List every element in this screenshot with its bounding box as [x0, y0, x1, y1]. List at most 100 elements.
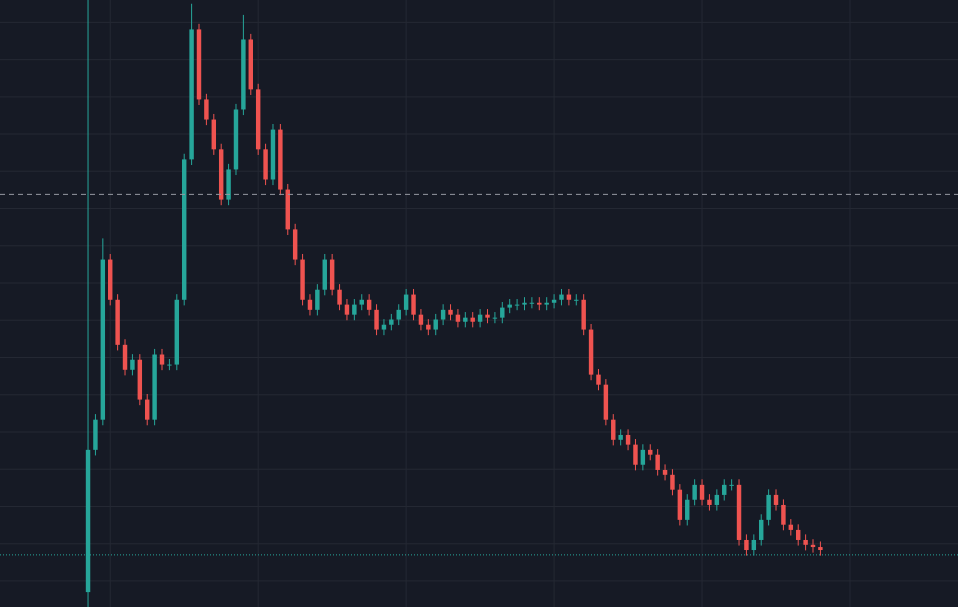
candle-body	[359, 299, 364, 305]
candle-body	[403, 294, 409, 310]
candle-body	[507, 304, 512, 308]
candle-body	[655, 454, 660, 470]
candle-body	[100, 259, 106, 420]
candle-body	[574, 299, 579, 301]
candle-body	[485, 314, 490, 318]
candle-body	[181, 159, 187, 300]
candle-body	[707, 499, 712, 505]
candle-body	[270, 129, 276, 180]
candle-body	[248, 39, 254, 90]
candle-body	[189, 29, 194, 160]
candle-body	[389, 319, 394, 325]
candle-body	[396, 309, 401, 320]
candle-body	[596, 374, 601, 385]
candle-body	[685, 499, 690, 520]
candle-body	[211, 119, 217, 150]
candle-body	[766, 494, 771, 520]
candle-body	[588, 329, 594, 375]
candle-body	[803, 539, 808, 545]
candle-body	[477, 314, 483, 322]
candle-body	[122, 344, 128, 370]
candle-body	[810, 544, 816, 548]
candle-body	[218, 149, 224, 200]
candle-body	[514, 304, 520, 306]
candle-body	[455, 314, 461, 322]
candle-body	[366, 299, 372, 310]
candle-body	[522, 302, 527, 305]
candle-body	[337, 289, 342, 305]
candle-body	[174, 299, 180, 365]
candle-body	[418, 314, 424, 325]
candle-body	[130, 359, 135, 370]
candle-body	[692, 484, 697, 500]
candle-body	[226, 169, 231, 200]
candle-body	[196, 29, 202, 100]
candle-body	[115, 299, 120, 345]
candle-body	[736, 484, 742, 540]
candle-body	[352, 304, 357, 315]
candle-body	[374, 309, 379, 330]
candle-body	[137, 359, 143, 400]
candle-body	[315, 289, 320, 310]
candle-body	[670, 474, 675, 490]
candle-body	[751, 539, 757, 551]
candle-body	[537, 302, 542, 305]
candle-body	[344, 304, 350, 315]
candle-body	[795, 529, 801, 540]
candle-body	[278, 129, 283, 190]
candle-body	[433, 319, 438, 330]
candle-body	[529, 302, 535, 304]
candle-body	[559, 294, 564, 300]
candle-body	[544, 302, 549, 305]
candle-body	[204, 99, 209, 120]
candle-body	[500, 307, 505, 318]
candle-body	[426, 324, 431, 330]
candle-body	[411, 294, 416, 315]
candle-body	[448, 309, 453, 315]
candle-body	[152, 354, 157, 420]
candle-body	[648, 449, 653, 455]
candle-body	[300, 259, 305, 300]
candle-body	[581, 299, 586, 330]
candle-body	[640, 449, 646, 465]
candle-body	[625, 434, 631, 445]
candle-body	[677, 489, 683, 520]
candle-body	[241, 39, 246, 110]
candle-body	[470, 317, 475, 322]
candle-body	[781, 504, 786, 525]
candle-body	[788, 524, 794, 530]
candle-body	[144, 399, 150, 420]
candle-body	[714, 494, 720, 505]
candle-body	[699, 484, 705, 500]
candle-body	[263, 149, 268, 180]
candle-body	[233, 109, 239, 170]
candle-body	[322, 259, 327, 290]
candle-body	[551, 299, 557, 303]
candle-body	[566, 294, 572, 300]
candle-body	[818, 547, 823, 551]
candle-body	[167, 364, 172, 366]
candle-body	[492, 317, 498, 319]
candle-body	[159, 354, 165, 365]
candle-body	[603, 384, 609, 420]
candle-body	[618, 434, 623, 440]
candle-body	[93, 419, 98, 450]
candle-body	[773, 494, 779, 505]
candle-body	[729, 484, 734, 486]
candle-body	[722, 484, 727, 495]
candle-body	[85, 449, 91, 593]
candle-body	[307, 299, 313, 310]
candle-body	[744, 539, 749, 551]
candle-body	[108, 259, 113, 300]
candle-body	[329, 259, 335, 290]
candle-body	[255, 89, 261, 150]
candle-body	[633, 444, 638, 465]
candle-body	[285, 189, 290, 230]
candle-body	[440, 309, 446, 320]
candle-body	[292, 229, 298, 260]
candle-body	[381, 324, 387, 330]
candle-body	[611, 419, 616, 440]
